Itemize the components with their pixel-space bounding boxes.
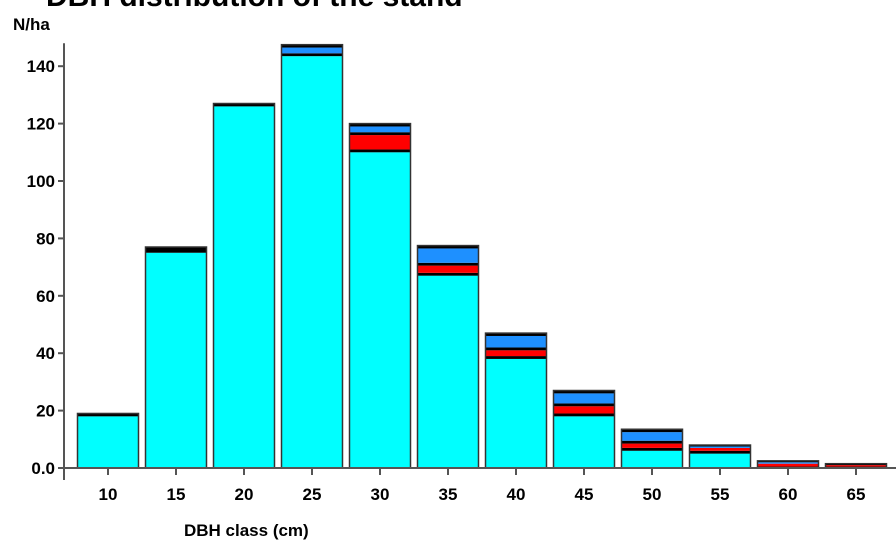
x-tick-label: 45: [575, 485, 594, 504]
bar-segment-15-s0: [145, 252, 207, 468]
x-tick-label: 30: [371, 485, 390, 504]
bar-segment-25-s0: [281, 56, 343, 468]
bar-segment-40-s3: [485, 347, 547, 351]
bar-segment-55-s0: [689, 453, 751, 468]
x-tick-label: 60: [779, 485, 798, 504]
bar-segment-10-s1: [77, 413, 139, 417]
bar-segment-25-s1: [281, 53, 343, 57]
bar-segment-20-s1: [213, 103, 275, 107]
x-tick-label: 25: [303, 485, 322, 504]
bar-segment-15-s1: [145, 247, 207, 253]
bar-segment-35-s5: [417, 245, 479, 249]
y-tick-label: 20: [36, 402, 55, 421]
bar-segment-30-s2: [349, 135, 411, 150]
y-tick-label: 120: [27, 115, 55, 134]
bar-segment-35-s4: [417, 248, 479, 263]
y-tick-label: 40: [36, 344, 55, 363]
y-tick-label: 0.0: [31, 459, 55, 478]
x-axis-label: DBH class (cm): [184, 521, 309, 540]
bar-segment-65-s2: [825, 465, 887, 467]
bar-segment-50-s4: [621, 432, 683, 441]
y-tick-label: 80: [36, 229, 55, 248]
bar-segment-40-s0: [485, 358, 547, 468]
x-tick-label: 15: [167, 485, 186, 504]
bar-segment-55-s4: [689, 446, 751, 448]
bar-segment-45-s4: [553, 393, 615, 404]
x-tick-label: 10: [99, 485, 118, 504]
x-tick-label: 35: [439, 485, 458, 504]
bar-segment-30-s3: [349, 132, 411, 136]
bars: [76, 43, 888, 469]
bar-segment-50-s0: [621, 450, 683, 468]
y-tick-label: 100: [27, 172, 55, 191]
x-tick-label: 20: [235, 485, 254, 504]
bar-segment-45-s2: [553, 406, 615, 414]
bar-segment-60-s4: [757, 462, 819, 464]
bar-segment-55-s1: [689, 450, 751, 454]
bar-segment-40-s5: [485, 333, 547, 336]
bar-segment-30-s1: [349, 149, 411, 153]
x-axis: 10 15 20 25 30 35 40 45 50 55 60 65: [64, 467, 896, 504]
bar-segment-60-s2: [757, 463, 819, 467]
bar-segment-35-s1: [417, 272, 479, 276]
chart-title: DBH distribution of the stand: [46, 0, 463, 13]
y-tick-label: 140: [27, 57, 55, 76]
bar-segment-35-s3: [417, 262, 479, 266]
x-tick-label: 50: [643, 485, 662, 504]
bar-segment-50-s5: [621, 429, 683, 433]
x-tick-label: 40: [507, 485, 526, 504]
y-axis: 0.0 20 40 60 80 100 120 140: [27, 43, 65, 480]
bar-segment-35-s2: [417, 265, 479, 273]
y-tick-label: 60: [36, 287, 55, 306]
x-tick-label: 55: [711, 485, 730, 504]
bar-segment-20-s0: [213, 106, 275, 468]
x-tick-label: 65: [847, 485, 866, 504]
bar-segment-10-s0: [77, 416, 139, 468]
bar-segment-50-s2: [621, 443, 683, 448]
bar-segment-40-s1: [485, 356, 547, 359]
bar-segment-35-s0: [417, 275, 479, 468]
bar-segment-25-s4: [281, 47, 343, 54]
bar-segment-45-s0: [553, 416, 615, 468]
bar-segment-30-s4: [349, 126, 411, 133]
bar-segment-50-s3: [621, 440, 683, 444]
bar-segment-55-s2: [689, 447, 751, 451]
bar-segment-45-s5: [553, 390, 615, 394]
y-axis-label: N/ha: [13, 15, 50, 34]
bar-segment-50-s1: [621, 447, 683, 451]
bar-segment-40-s2: [485, 350, 547, 357]
bar-segment-30-s5: [349, 123, 411, 127]
bar-segment-40-s4: [485, 335, 547, 348]
bar-segment-45-s1: [553, 413, 615, 417]
bar-segment-25-s5: [281, 44, 343, 48]
bar-segment-45-s3: [553, 403, 615, 407]
bar-segment-30-s0: [349, 152, 411, 469]
